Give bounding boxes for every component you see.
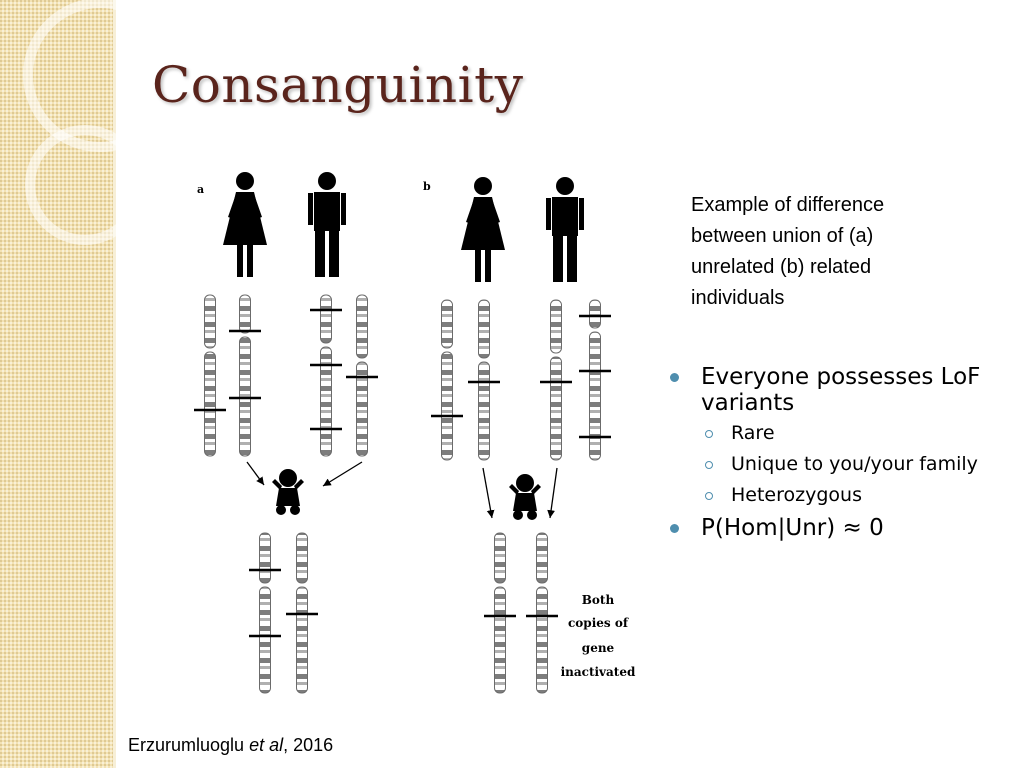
svg-text:Both: Both (582, 593, 615, 607)
bullet-text: Everyone possesses LoF variants (701, 364, 981, 416)
variant-markers (194, 308, 611, 638)
chromosome-set (204, 294, 601, 694)
sub-bullet-item: Unique to you/your family (668, 453, 1008, 476)
chromosome (589, 299, 601, 461)
chromosome (494, 532, 506, 694)
sub-bullet-icon (705, 430, 713, 438)
caption-line: individuals (691, 287, 785, 309)
citation-author: Erzurumluoglu (128, 735, 245, 755)
bullet-item: P(Hom|Unr) ≈ 0 (668, 515, 1008, 541)
inheritance-arrow (547, 467, 558, 519)
citation-year: , 2016 (283, 735, 334, 755)
man-icon (546, 177, 584, 282)
sub-bullet-icon (705, 492, 713, 500)
chromosome (239, 294, 251, 457)
caption-line: unrelated (b) related (691, 256, 872, 278)
both-copies-annotation: Both copies of gene inactivated (561, 593, 636, 679)
svg-text:copies of: copies of (568, 616, 629, 630)
svg-text:inactivated: inactivated (561, 665, 636, 679)
inheritance-arrow (482, 467, 495, 519)
baby-icon (509, 474, 541, 520)
man-icon (308, 172, 346, 277)
panel-a-label: a (197, 183, 204, 196)
inheritance-arrow (322, 461, 363, 487)
chromosome (320, 294, 332, 457)
sub-bullet-item: Heterozygous (668, 484, 1008, 507)
chromosome (356, 294, 368, 457)
slide-title: Consanguinity (152, 56, 524, 114)
panel-b-label: b (423, 180, 431, 193)
chromosome (536, 532, 548, 694)
citation: Erzurumluoglu et al, 2016 (128, 735, 333, 756)
caption-line: Example of difference (691, 194, 885, 216)
chromosome (259, 532, 271, 694)
chromosome (441, 299, 453, 461)
caption-line: between union of (a) (691, 225, 874, 247)
bullet-text: Heterozygous (731, 484, 862, 506)
chromosome (478, 299, 490, 461)
bullet-text: Rare (731, 422, 775, 444)
bullet-list: Everyone possesses LoF variants Rare Uni… (668, 364, 1008, 547)
woman-icon (461, 177, 505, 282)
bullet-text: P(Hom|Unr) ≈ 0 (701, 515, 884, 541)
chromosome (550, 299, 562, 461)
citation-etal: et al (249, 735, 284, 755)
figure-caption: Example of difference between union of (… (691, 190, 951, 314)
decorative-rings (23, 0, 140, 245)
sub-bullet-item: Rare (668, 422, 1008, 445)
sub-bullet-icon (705, 461, 713, 469)
woman-icon (223, 172, 267, 277)
consanguinity-figure: a b Both copies of gene inactivated (194, 172, 636, 694)
side-panel-edge (113, 0, 116, 768)
bullet-item: Everyone possesses LoF variants (668, 364, 1008, 416)
inheritance-arrow (246, 461, 265, 486)
baby-icon (272, 469, 304, 515)
svg-text:gene: gene (582, 641, 615, 655)
bullet-text: Unique to you/your family (731, 453, 978, 475)
chromosome (204, 294, 216, 457)
